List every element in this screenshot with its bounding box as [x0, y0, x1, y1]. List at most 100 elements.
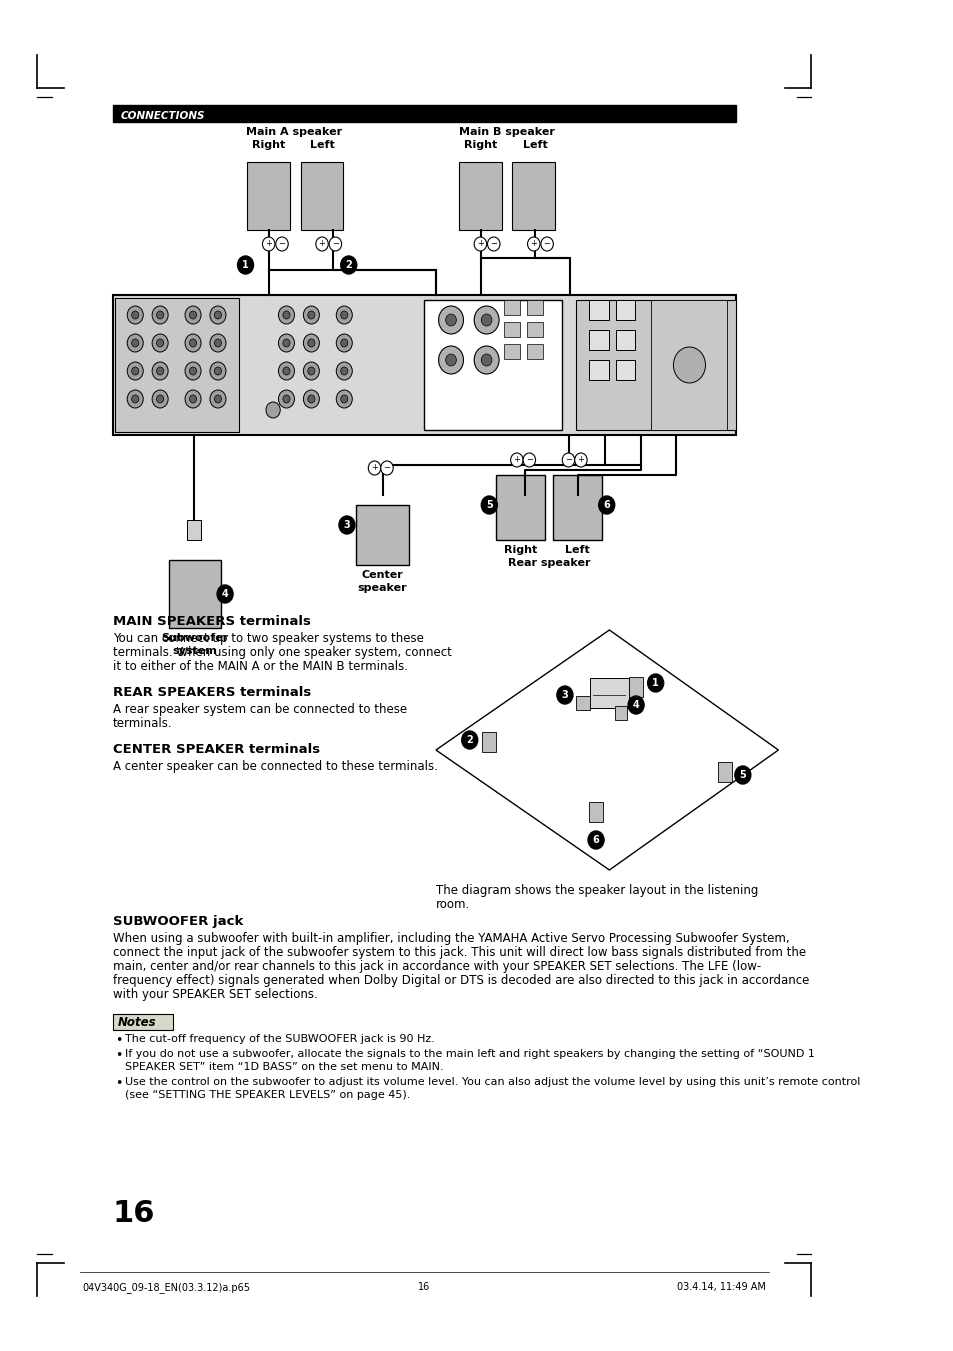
Circle shape: [190, 394, 196, 403]
Circle shape: [474, 346, 498, 374]
Text: When using a subwoofer with built-in amplifier, including the YAMAHA Active Serv: When using a subwoofer with built-in amp…: [112, 932, 789, 944]
Circle shape: [283, 367, 290, 376]
Bar: [655, 300, 675, 320]
Circle shape: [283, 311, 290, 319]
Circle shape: [156, 311, 164, 319]
Text: speaker: speaker: [357, 584, 407, 593]
Text: Right: Right: [252, 141, 285, 150]
Bar: [681, 330, 701, 350]
Circle shape: [587, 831, 603, 848]
Text: 4: 4: [632, 700, 639, 711]
Text: CENTER SPEAKER terminals: CENTER SPEAKER terminals: [112, 743, 320, 757]
Text: A rear speaker system can be connected to these: A rear speaker system can be connected t…: [112, 703, 407, 716]
Bar: [588, 330, 608, 350]
Text: •: •: [114, 1034, 122, 1047]
Circle shape: [574, 453, 586, 467]
Circle shape: [214, 367, 221, 376]
Circle shape: [734, 766, 750, 784]
Bar: [651, 300, 726, 430]
Text: 6: 6: [602, 500, 610, 509]
Text: Left: Left: [522, 141, 547, 150]
Text: 03.4.14, 11:49 AM: 03.4.14, 11:49 AM: [677, 1282, 765, 1292]
Text: Left: Left: [310, 141, 335, 150]
Circle shape: [283, 339, 290, 347]
Circle shape: [340, 255, 356, 274]
Circle shape: [438, 305, 463, 334]
Circle shape: [303, 390, 319, 408]
Text: −: −: [490, 239, 497, 249]
Circle shape: [673, 347, 704, 382]
Text: +: +: [476, 239, 483, 249]
Bar: [589, 678, 628, 708]
Text: CONNECTIONS: CONNECTIONS: [121, 111, 205, 122]
Text: Rear speaker: Rear speaker: [507, 558, 590, 567]
Text: terminals. When using only one speaker system, connect: terminals. When using only one speaker s…: [112, 646, 452, 659]
Bar: [169, 561, 220, 628]
Circle shape: [480, 313, 492, 326]
Text: connect the input jack of the subwoofer system to this jack. This unit will dire: connect the input jack of the subwoofer …: [112, 946, 805, 959]
Text: system: system: [172, 646, 217, 657]
Circle shape: [185, 390, 201, 408]
Text: Notes: Notes: [117, 1016, 156, 1028]
Circle shape: [338, 516, 355, 534]
Circle shape: [266, 403, 280, 417]
Circle shape: [156, 339, 164, 347]
Text: 3: 3: [343, 520, 350, 530]
Text: +: +: [577, 455, 584, 465]
Circle shape: [210, 362, 226, 380]
Bar: [526, 300, 542, 315]
Circle shape: [132, 339, 138, 347]
Circle shape: [340, 311, 348, 319]
Bar: [526, 322, 542, 336]
Bar: [553, 476, 601, 540]
Circle shape: [329, 236, 341, 251]
Bar: [424, 300, 561, 430]
Circle shape: [335, 390, 352, 408]
Circle shape: [480, 496, 497, 513]
Bar: [655, 330, 675, 350]
Bar: [526, 345, 542, 359]
Text: A center speaker can be connected to these terminals.: A center speaker can be connected to the…: [112, 761, 437, 773]
Circle shape: [152, 334, 168, 353]
Bar: [112, 105, 735, 122]
Text: +: +: [318, 239, 325, 249]
Bar: [588, 300, 608, 320]
Text: 16: 16: [417, 1282, 430, 1292]
Text: frequency effect) signals generated when Dolby Digital or DTS is decoded are als: frequency effect) signals generated when…: [112, 974, 808, 988]
Circle shape: [380, 461, 393, 476]
Circle shape: [190, 311, 196, 319]
Bar: [615, 359, 635, 380]
Circle shape: [156, 394, 164, 403]
Circle shape: [152, 362, 168, 380]
Circle shape: [217, 585, 233, 603]
Circle shape: [308, 394, 314, 403]
Circle shape: [190, 339, 196, 347]
Text: +: +: [371, 463, 377, 473]
Circle shape: [278, 390, 294, 408]
Circle shape: [156, 367, 164, 376]
Circle shape: [275, 236, 288, 251]
Text: 1: 1: [652, 678, 659, 688]
Text: 4: 4: [221, 589, 228, 598]
Text: Right: Right: [503, 544, 537, 555]
Circle shape: [132, 394, 138, 403]
Text: +: +: [513, 455, 519, 465]
Circle shape: [540, 236, 553, 251]
Circle shape: [127, 390, 143, 408]
Bar: [300, 162, 343, 230]
Circle shape: [303, 362, 319, 380]
Circle shape: [561, 453, 574, 467]
Circle shape: [340, 339, 348, 347]
Circle shape: [278, 334, 294, 353]
Text: 16: 16: [112, 1198, 155, 1228]
Circle shape: [278, 305, 294, 324]
Text: The diagram shows the speaker layout in the listening: The diagram shows the speaker layout in …: [436, 884, 758, 897]
Circle shape: [445, 313, 456, 326]
Text: −: −: [332, 239, 338, 249]
Circle shape: [127, 334, 143, 353]
Circle shape: [283, 394, 290, 403]
Circle shape: [308, 367, 314, 376]
Circle shape: [474, 305, 498, 334]
Circle shape: [340, 394, 348, 403]
Bar: [481, 732, 496, 753]
